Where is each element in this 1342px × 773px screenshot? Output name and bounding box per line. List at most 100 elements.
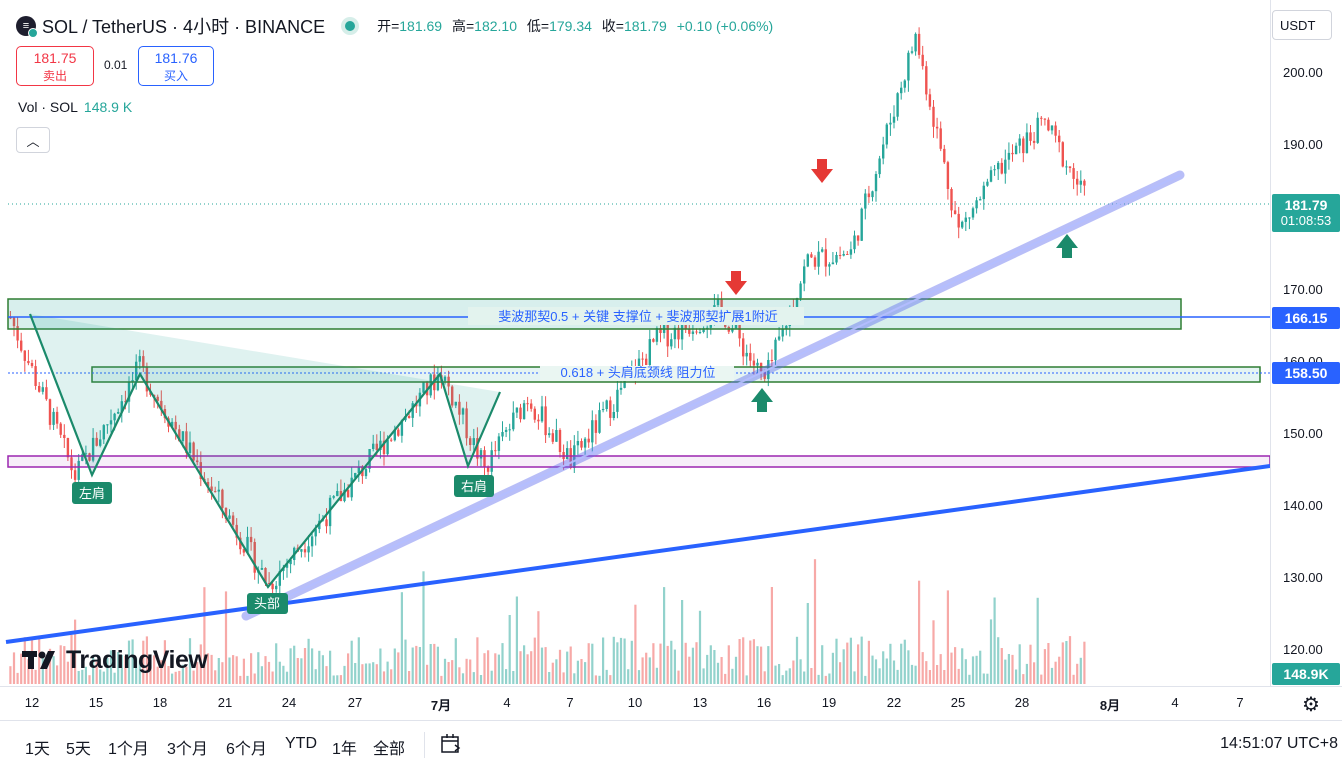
uptrend-line-blue[interactable] xyxy=(5,464,1270,644)
symbol-title[interactable]: SOL / TetherUS · 4小时 · BINANCE xyxy=(42,17,326,37)
volume-bar xyxy=(526,654,529,684)
candle-body xyxy=(127,381,131,402)
volume-bar xyxy=(778,664,781,684)
time-tick: 12 xyxy=(24,695,40,710)
volume-bar xyxy=(483,653,486,684)
currency-selector[interactable]: USDT xyxy=(1272,10,1332,40)
price-tick: 200.00 xyxy=(1283,65,1323,80)
price-axis[interactable] xyxy=(1270,0,1342,686)
candle-body xyxy=(896,93,899,117)
candle-body xyxy=(1040,117,1043,119)
range-1y[interactable]: 1年 xyxy=(332,741,357,758)
purple-band xyxy=(7,455,1270,468)
volume-bar xyxy=(839,662,842,684)
candle-body xyxy=(763,371,766,379)
volume-bar xyxy=(440,675,443,684)
volume-bar xyxy=(1000,648,1003,684)
candle-body xyxy=(544,406,547,436)
tradingview-logo-icon xyxy=(22,651,55,669)
candle-body xyxy=(878,158,881,175)
volume-bar xyxy=(142,640,145,684)
volume-bar xyxy=(436,646,439,684)
arrow-up-icon xyxy=(751,388,773,412)
volume-bar xyxy=(1040,674,1043,684)
range-3m[interactable]: 3个月 xyxy=(167,741,208,758)
volume-bar xyxy=(544,647,547,684)
volume-bar xyxy=(59,645,62,684)
volume-bar xyxy=(785,670,788,684)
candle-body xyxy=(860,208,863,241)
candle-body xyxy=(591,420,594,443)
candle-body xyxy=(30,363,34,367)
candle-body xyxy=(221,489,224,508)
range-1d[interactable]: 1天 xyxy=(25,741,50,758)
head-shoulders-pattern[interactable] xyxy=(28,313,502,589)
volume-bar xyxy=(684,642,687,684)
range-ytd[interactable]: YTD xyxy=(285,735,317,752)
volume-bar xyxy=(752,639,755,684)
candle-body xyxy=(63,434,66,438)
candle-body xyxy=(504,429,508,432)
candle-body xyxy=(1050,125,1054,131)
volume-legend[interactable]: Vol · SOL 148.9 K xyxy=(18,99,133,115)
candle-body xyxy=(310,536,314,547)
range-all[interactable]: 全部 xyxy=(373,741,406,758)
gear-icon[interactable]: ⚙ xyxy=(1302,694,1320,716)
volume-bar xyxy=(339,675,342,684)
chevron-up-icon: ︿ xyxy=(26,133,40,149)
candle-body xyxy=(386,439,389,455)
candle-body xyxy=(160,400,163,409)
collapse-legend-button[interactable]: ︿ xyxy=(16,127,50,153)
volume-bar xyxy=(311,648,314,684)
volume-bar xyxy=(149,668,152,684)
candle-body xyxy=(864,193,867,209)
volume-bar xyxy=(659,643,662,684)
candle-body xyxy=(680,320,684,340)
candle-body xyxy=(745,352,748,357)
calendar-range-icon[interactable] xyxy=(438,731,464,757)
candle-body xyxy=(188,442,192,453)
range-6m[interactable]: 6个月 xyxy=(226,741,267,758)
buy-button[interactable]: 181.76 买入 xyxy=(138,46,214,86)
time-tick: 27 xyxy=(347,695,363,710)
volume-bar xyxy=(235,656,238,684)
candle-body xyxy=(605,400,608,409)
volume-bar xyxy=(648,657,651,684)
volume-bar xyxy=(350,640,353,684)
candle-body xyxy=(84,453,88,455)
volume-bar xyxy=(296,658,299,684)
volume-bar xyxy=(88,675,91,684)
tradingview-logo[interactable]: TradingView xyxy=(22,646,208,674)
candle-body xyxy=(1072,168,1075,179)
candle-body xyxy=(354,473,357,478)
volume-bar xyxy=(720,657,723,684)
volume-bar xyxy=(874,659,878,684)
price-chart[interactable]: 斐波那契0.5 + 关键 支撑位 + 斐波那契扩展1附近 0.618 + 头肩底… xyxy=(0,0,1270,686)
candle-body xyxy=(566,448,569,459)
volume-bar xyxy=(469,659,472,684)
candle-body xyxy=(907,52,910,81)
volume-bar xyxy=(289,648,292,684)
arrow-down-icon xyxy=(725,271,747,295)
volume-bar xyxy=(1083,641,1086,684)
volume-bar xyxy=(138,660,141,684)
candle-body xyxy=(641,358,644,360)
range-5d[interactable]: 5天 xyxy=(66,741,91,758)
volume-bar xyxy=(163,640,166,684)
candle-body xyxy=(537,419,540,422)
time-tick: 16 xyxy=(756,695,772,710)
volume-bar xyxy=(1011,654,1014,684)
candle-body xyxy=(609,400,612,418)
volume-bar xyxy=(203,587,206,684)
candle-body xyxy=(716,299,720,306)
range-1m[interactable]: 1个月 xyxy=(108,741,149,758)
volume-bar xyxy=(357,637,360,684)
volume-bar xyxy=(846,642,849,684)
utc-clock[interactable]: 14:51:07 UTC+8 xyxy=(1220,735,1338,752)
candle-body xyxy=(953,210,957,214)
volume-bar xyxy=(390,669,393,684)
time-axis[interactable] xyxy=(0,686,1342,721)
sell-button[interactable]: 181.75 卖出 xyxy=(16,46,94,86)
candle-body xyxy=(921,54,924,67)
symbol-header[interactable]: ≡ SOL / TetherUS · 4小时 · BINANCE 开=181.6… xyxy=(16,14,779,38)
